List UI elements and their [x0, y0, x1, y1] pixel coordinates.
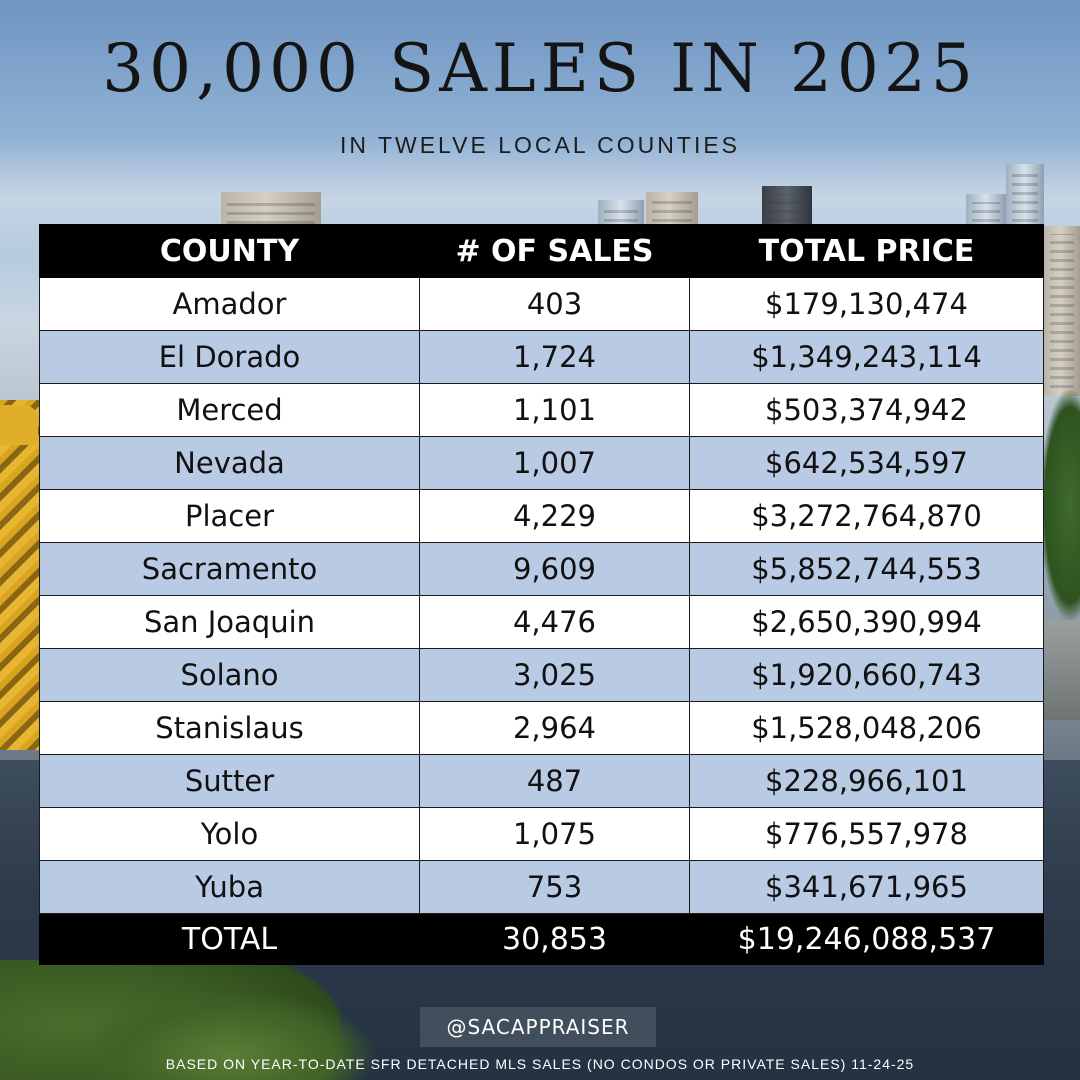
building-dark-tower	[762, 186, 812, 230]
total-price: $19,246,088,537	[689, 913, 1044, 965]
table-total-row: TOTAL 30,853 $19,246,088,537	[39, 913, 1044, 965]
county-sales-table: COUNTY # OF SALES TOTAL PRICE Amador 403…	[39, 224, 1044, 965]
county-cell: Amador	[39, 277, 420, 331]
price-cell: $3,272,764,870	[689, 489, 1044, 543]
county-cell: El Dorado	[39, 330, 420, 384]
price-cell: $2,650,390,994	[689, 595, 1044, 649]
price-cell: $5,852,744,553	[689, 542, 1044, 596]
county-cell: Merced	[39, 383, 420, 437]
building-center	[646, 192, 698, 230]
page-subtitle: IN TWELVE LOCAL COUNTIES	[339, 132, 741, 158]
column-header-total-price: TOTAL PRICE	[689, 224, 1044, 278]
table-row: Amador 403 $179,130,474	[39, 277, 1044, 331]
table-row: Yolo 1,075 $776,557,978	[39, 807, 1044, 861]
price-cell: $503,374,942	[689, 383, 1044, 437]
price-cell: $179,130,474	[689, 277, 1044, 331]
river-bank-right	[1040, 620, 1080, 720]
column-header-county: COUNTY	[39, 224, 420, 278]
county-cell: Sacramento	[39, 542, 420, 596]
table-row: El Dorado 1,724 $1,349,243,114	[39, 330, 1044, 384]
sales-cell: 1,101	[419, 383, 690, 437]
sales-cell: 3,025	[419, 648, 690, 702]
sales-cell: 1,724	[419, 330, 690, 384]
table-row: Solano 3,025 $1,920,660,743	[39, 648, 1044, 702]
social-handle: @SACAPPRAISER	[446, 1015, 630, 1039]
footnote: BASED ON YEAR-TO-DATE SFR DETACHED MLS S…	[165, 1056, 915, 1072]
building-right-edge	[1044, 226, 1080, 396]
county-cell: Placer	[39, 489, 420, 543]
price-cell: $1,920,660,743	[689, 648, 1044, 702]
county-cell: Yuba	[39, 860, 420, 914]
total-label: TOTAL	[39, 913, 420, 965]
table-row: Sacramento 9,609 $5,852,744,553	[39, 542, 1044, 596]
sales-cell: 9,609	[419, 542, 690, 596]
total-sales: 30,853	[419, 913, 690, 965]
sales-cell: 487	[419, 754, 690, 808]
page-title: 30,000 SALES IN 2025	[102, 30, 978, 107]
sales-cell: 1,075	[419, 807, 690, 861]
sales-cell: 403	[419, 277, 690, 331]
tower-bridge	[0, 400, 40, 750]
table-row: Merced 1,101 $503,374,942	[39, 383, 1044, 437]
trees-left-front	[80, 990, 380, 1080]
table-row: Stanislaus 2,964 $1,528,048,206	[39, 701, 1044, 755]
table-row: San Joaquin 4,476 $2,650,390,994	[39, 595, 1044, 649]
county-cell: Solano	[39, 648, 420, 702]
table-row: Sutter 487 $228,966,101	[39, 754, 1044, 808]
sales-cell: 2,964	[419, 701, 690, 755]
county-cell: Stanislaus	[39, 701, 420, 755]
column-header-sales: # OF SALES	[419, 224, 690, 278]
price-cell: $1,528,048,206	[689, 701, 1044, 755]
table-row: Nevada 1,007 $642,534,597	[39, 436, 1044, 490]
sales-cell: 4,229	[419, 489, 690, 543]
price-cell: $642,534,597	[689, 436, 1044, 490]
table-row: Yuba 753 $341,671,965	[39, 860, 1044, 914]
sales-cell: 4,476	[419, 595, 690, 649]
building-right-tower	[1006, 164, 1044, 230]
trees-right	[1040, 390, 1080, 620]
sales-cell: 753	[419, 860, 690, 914]
county-cell: Sutter	[39, 754, 420, 808]
price-cell: $776,557,978	[689, 807, 1044, 861]
sales-cell: 1,007	[419, 436, 690, 490]
table-header-row: COUNTY # OF SALES TOTAL PRICE	[39, 224, 1044, 278]
tower-bridge-top	[0, 405, 38, 445]
county-cell: Yolo	[39, 807, 420, 861]
social-handle-badge: @SACAPPRAISER	[420, 1007, 656, 1047]
table-row: Placer 4,229 $3,272,764,870	[39, 489, 1044, 543]
county-cell: Nevada	[39, 436, 420, 490]
price-cell: $1,349,243,114	[689, 330, 1044, 384]
county-cell: San Joaquin	[39, 595, 420, 649]
price-cell: $228,966,101	[689, 754, 1044, 808]
price-cell: $341,671,965	[689, 860, 1044, 914]
